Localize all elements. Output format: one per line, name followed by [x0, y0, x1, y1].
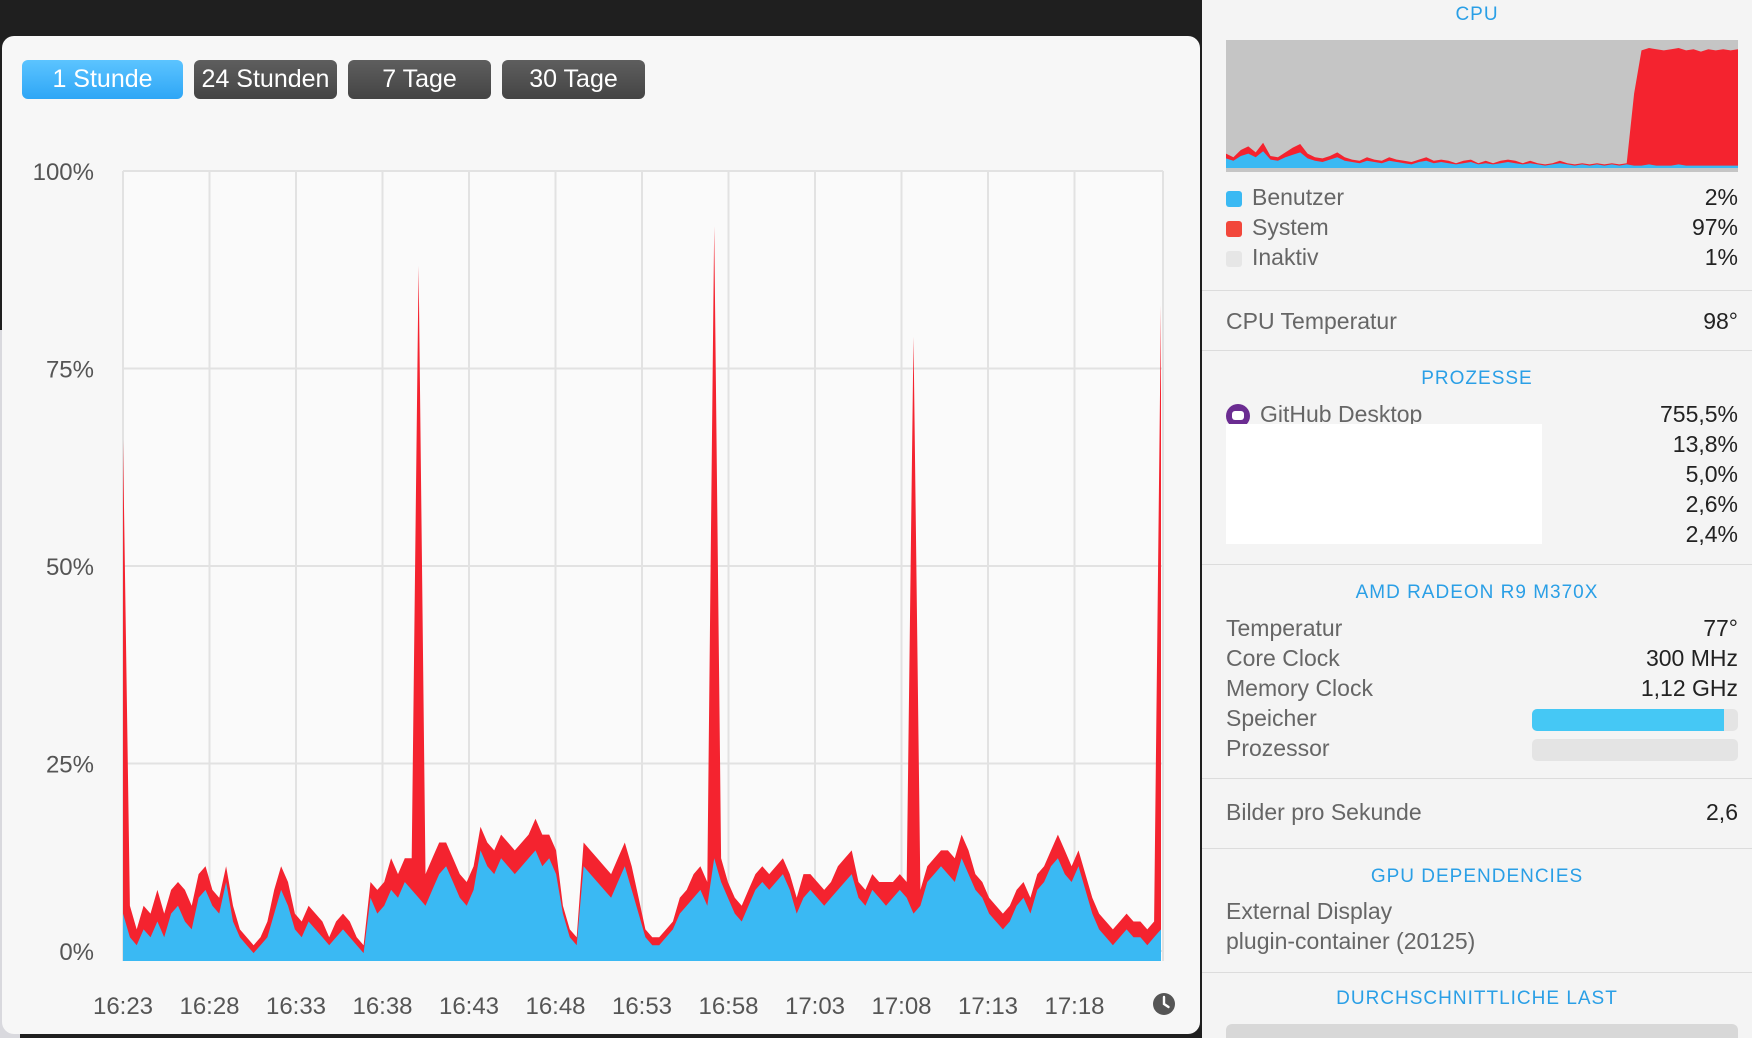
cpu-mini-user-area — [1226, 151, 1738, 168]
load-section-title: DURCHSCHNITTLICHE LAST — [1336, 988, 1618, 1009]
y-tick-label: 100% — [33, 159, 94, 186]
process-row[interactable]: 13,8% — [1226, 431, 1738, 461]
cpu-idle-swatch — [1226, 251, 1242, 267]
process-cpu-value: 13,8% — [1672, 431, 1738, 457]
process-row[interactable]: GitHub Desktop 755,5% — [1226, 401, 1738, 431]
gpu-dependency-item: plugin-container (20125) — [1226, 928, 1738, 958]
gpu-fps-label: Bilder pro Sekunde — [1226, 799, 1422, 825]
x-tick-label: 16:58 — [698, 993, 758, 1020]
gpu-processor-row: Prozessor — [1226, 735, 1738, 765]
gpu-memory-bar-fill — [1532, 709, 1724, 731]
gpu-dependencies-section-title: GPU DEPENDENCIES — [1370, 866, 1584, 887]
cpu-temperature-value: 98° — [1703, 308, 1738, 334]
gpu-dependency-item: External Display — [1226, 898, 1738, 928]
tab-24-hours[interactable]: 24 Stunden — [194, 60, 337, 99]
divider — [1202, 778, 1752, 779]
gpu-temperature-label: Temperatur — [1226, 615, 1343, 641]
cpu-system-swatch — [1226, 221, 1242, 237]
y-tick-label: 50% — [46, 554, 94, 581]
x-tick-label: 16:33 — [266, 993, 326, 1020]
divider — [1202, 848, 1752, 849]
process-name: GitHub Desktop — [1260, 401, 1423, 427]
x-tick-label: 16:43 — [439, 993, 499, 1020]
gpu-temperature-row: Temperatur 77° — [1226, 615, 1738, 645]
cpu-user-swatch — [1226, 191, 1242, 207]
gpu-section-title: AMD RADEON R9 M370X — [1355, 582, 1599, 603]
processes-section-title: PROZESSE — [1421, 368, 1533, 389]
time-range-tabs: 1 Stunde 24 Stunden 7 Tage 30 Tage — [22, 60, 645, 99]
gpu-processor-label: Prozessor — [1226, 735, 1330, 761]
gpu-dependency-label: External Display — [1226, 898, 1393, 924]
process-cpu-value: 2,4% — [1685, 521, 1738, 547]
cpu-system-label: System — [1252, 214, 1329, 240]
chart-grid — [122, 170, 1164, 961]
gpu-processor-bar — [1532, 739, 1738, 761]
cpu-history-popover: 1 Stunde 24 Stunden 7 Tage 30 Tage 100% 7… — [2, 36, 1200, 1034]
series-user-area — [123, 850, 1161, 961]
load-average-graph — [1226, 1024, 1738, 1038]
y-tick-label: 75% — [46, 357, 94, 384]
gpu-memory-bar — [1532, 709, 1738, 731]
cpu-user-row: Benutzer 2% — [1226, 184, 1738, 214]
x-tick-label: 16:28 — [179, 993, 239, 1020]
tab-7-days[interactable]: 7 Tage — [348, 60, 491, 99]
cpu-user-label: Benutzer — [1252, 184, 1345, 210]
divider — [1202, 350, 1752, 351]
cpu-temperature-label: CPU Temperatur — [1226, 308, 1397, 334]
cpu-idle-row: Inaktiv 1% — [1226, 244, 1738, 274]
divider — [1202, 972, 1752, 973]
x-tick-label: 16:23 — [93, 993, 153, 1020]
gpu-fps-row: Bilder pro Sekunde 2,6 — [1226, 799, 1738, 829]
cpu-temperature-row: CPU Temperatur 98° — [1226, 308, 1738, 338]
x-tick-label: 16:53 — [612, 993, 672, 1020]
y-axis-ticks: 100% 75% 50% 25% 0% — [33, 159, 94, 966]
cpu-system-row: System 97% — [1226, 214, 1738, 244]
tab-1-hour[interactable]: 1 Stunde — [22, 60, 183, 99]
clock-icon[interactable] — [1152, 992, 1176, 1016]
cpu-system-value: 97% — [1691, 214, 1738, 240]
gpu-core-clock-label: Core Clock — [1226, 645, 1340, 671]
gpu-memory-clock-row: Memory Clock 1,12 GHz — [1226, 675, 1738, 705]
cpu-section-title: CPU — [1455, 4, 1499, 25]
gpu-fps-value: 2,6 — [1706, 799, 1738, 825]
cpu-mini-history-graph — [1226, 40, 1738, 172]
process-cpu-value: 2,6% — [1685, 491, 1738, 517]
gpu-memory-clock-value: 1,12 GHz — [1640, 675, 1738, 701]
stats-sidebar: CPU Benutzer 2% System 97% Inaktiv 1% CP… — [1202, 0, 1752, 1038]
process-row[interactable]: 2,4% — [1226, 521, 1738, 551]
gpu-core-clock-row: Core Clock 300 MHz — [1226, 645, 1738, 675]
cpu-idle-value: 1% — [1704, 244, 1738, 270]
y-tick-label: 25% — [46, 752, 94, 779]
process-cpu-value: 5,0% — [1685, 461, 1738, 487]
process-cpu-value: 755,5% — [1659, 401, 1738, 427]
y-tick-label: 0% — [59, 939, 94, 966]
x-tick-label: 17:08 — [871, 993, 931, 1020]
cpu-history-chart: 100% 75% 50% 25% 0% 16:23 16:28 16:33 16:38 16:4… — [33, 159, 1164, 1020]
x-tick-label: 17:13 — [958, 993, 1018, 1020]
gpu-dependency-label: plugin-container (20125) — [1226, 928, 1476, 954]
gpu-memory-clock-label: Memory Clock — [1226, 675, 1373, 701]
gpu-temperature-value: 77° — [1703, 615, 1738, 641]
x-tick-label: 17:03 — [785, 993, 845, 1020]
gpu-memory-label: Speicher — [1226, 705, 1317, 731]
divider — [1202, 290, 1752, 291]
cpu-user-value: 2% — [1704, 184, 1738, 210]
x-tick-label: 17:18 — [1044, 993, 1104, 1020]
redacted-process-names — [1226, 424, 1542, 544]
x-tick-label: 16:38 — [352, 993, 412, 1020]
cpu-mini-system-area — [1226, 48, 1738, 168]
gpu-core-clock-value: 300 MHz — [1645, 645, 1738, 671]
process-row[interactable]: 5,0% — [1226, 461, 1738, 491]
gpu-memory-row: Speicher — [1226, 705, 1738, 735]
x-axis-ticks: 16:23 16:28 16:33 16:38 16:43 16:48 16:53 16:58… — [93, 993, 1105, 1020]
tab-30-days[interactable]: 30 Tage — [502, 60, 645, 99]
cpu-idle-label: Inaktiv — [1252, 244, 1319, 270]
divider — [1202, 564, 1752, 565]
process-row[interactable]: 2,6% — [1226, 491, 1738, 521]
x-tick-label: 16:48 — [525, 993, 585, 1020]
